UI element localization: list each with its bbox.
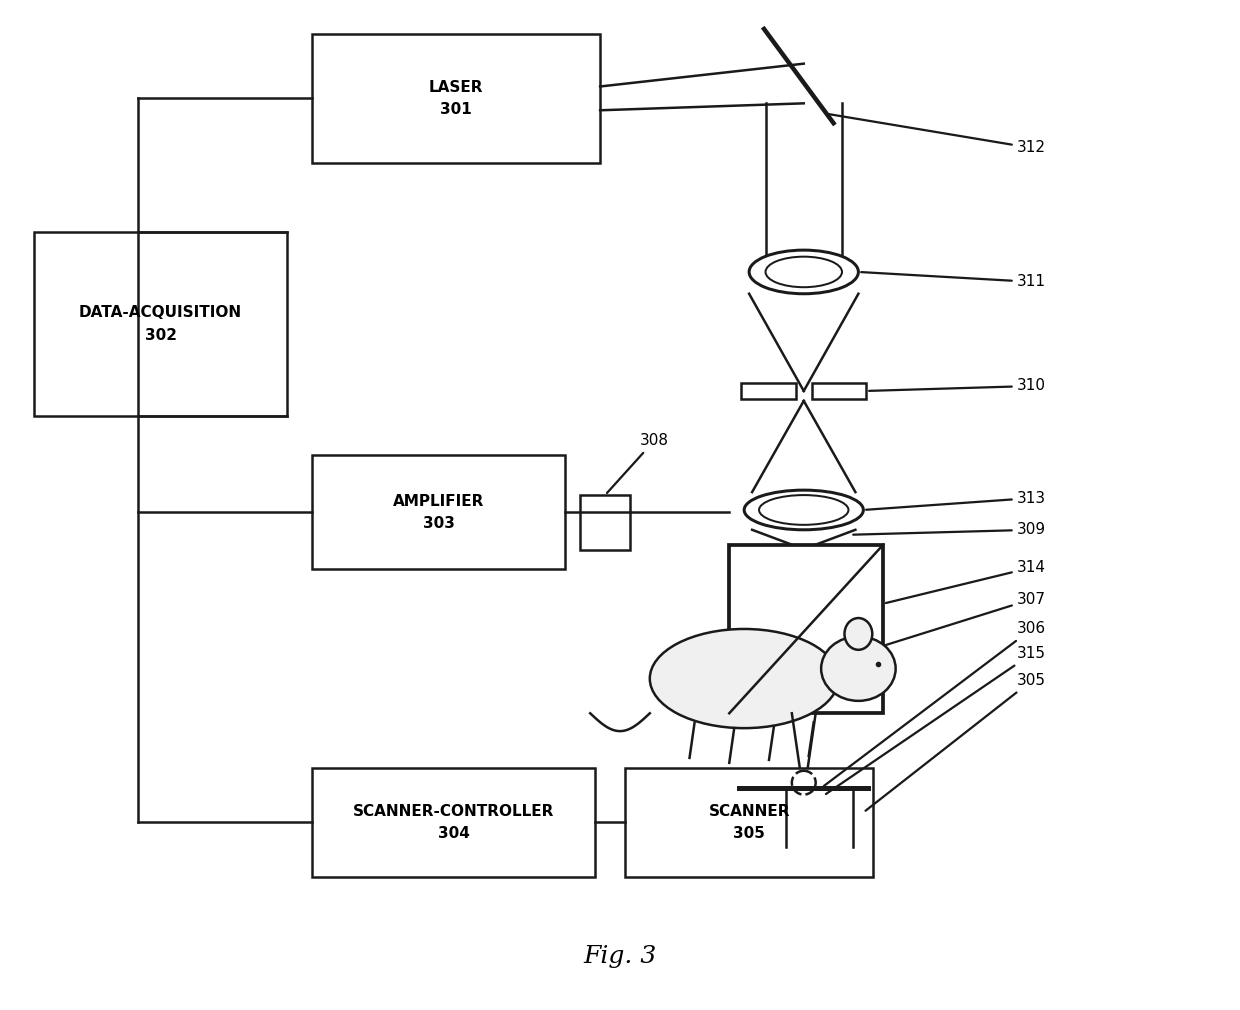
- Text: 307: 307: [885, 592, 1047, 645]
- Text: 305: 305: [866, 673, 1047, 811]
- Ellipse shape: [844, 618, 872, 649]
- Text: 309: 309: [853, 522, 1047, 537]
- FancyBboxPatch shape: [33, 232, 288, 416]
- Text: DATA-ACQUISITION
302: DATA-ACQUISITION 302: [79, 305, 242, 342]
- Text: SCANNER
305: SCANNER 305: [708, 804, 790, 841]
- Ellipse shape: [744, 490, 863, 530]
- Text: LASER
301: LASER 301: [429, 80, 484, 117]
- FancyBboxPatch shape: [312, 768, 595, 877]
- Text: 311: 311: [861, 272, 1047, 289]
- Text: AMPLIFIER
303: AMPLIFIER 303: [393, 494, 485, 531]
- Text: 314: 314: [885, 560, 1047, 603]
- Text: 310: 310: [869, 379, 1047, 394]
- FancyBboxPatch shape: [312, 34, 600, 163]
- Text: 308: 308: [606, 433, 668, 493]
- Text: 306: 306: [823, 621, 1047, 786]
- Ellipse shape: [821, 636, 895, 701]
- Text: 315: 315: [826, 646, 1047, 794]
- FancyBboxPatch shape: [625, 768, 873, 877]
- FancyBboxPatch shape: [729, 544, 883, 713]
- FancyBboxPatch shape: [812, 383, 867, 399]
- FancyBboxPatch shape: [580, 495, 630, 549]
- Text: 312: 312: [826, 114, 1047, 156]
- Ellipse shape: [749, 250, 858, 294]
- FancyBboxPatch shape: [742, 383, 796, 399]
- Text: SCANNER-CONTROLLER
304: SCANNER-CONTROLLER 304: [353, 804, 554, 841]
- Text: Fig. 3: Fig. 3: [583, 944, 657, 968]
- Text: 313: 313: [866, 491, 1047, 510]
- Ellipse shape: [650, 629, 838, 728]
- FancyBboxPatch shape: [312, 456, 565, 570]
